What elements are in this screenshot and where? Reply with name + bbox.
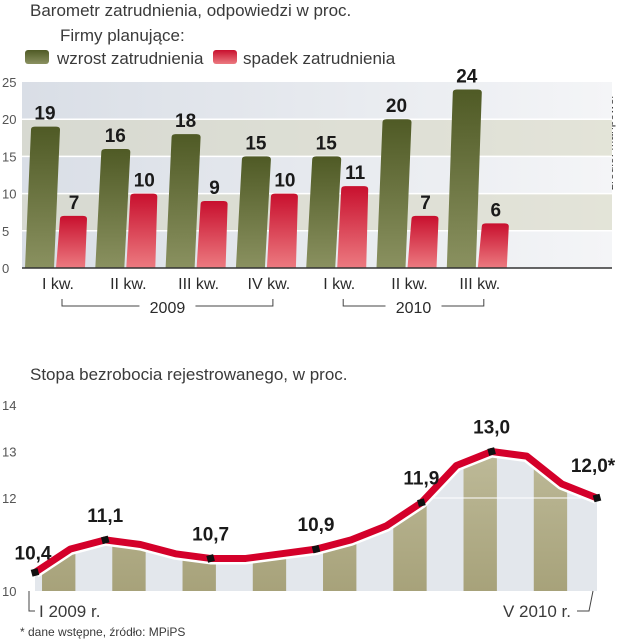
- area-stripe: [463, 451, 497, 591]
- year-bracket: [61, 299, 274, 307]
- area-stripe: [604, 380, 621, 591]
- y-tick-label: 10: [2, 187, 16, 202]
- point-marker: [592, 493, 602, 503]
- legend-label-green: wzrost zatrudnienia: [56, 49, 204, 68]
- bar-spadek: [56, 215, 87, 268]
- year-bracket: [342, 299, 485, 307]
- bar-wzrost: [95, 148, 131, 268]
- point-marker: [311, 544, 321, 554]
- bar-value-label: 20: [386, 96, 407, 117]
- x-category-label: I kw.: [323, 276, 355, 293]
- bar-spadek: [477, 223, 509, 268]
- bar-spadek: [337, 186, 369, 268]
- bar-value-label: 10: [274, 171, 295, 192]
- x-end-bracket: [577, 590, 594, 612]
- bar-value-label: 15: [316, 133, 338, 154]
- y-tick-label: 25: [2, 75, 16, 90]
- y-tick-label: 12: [2, 491, 16, 506]
- point-marker: [417, 498, 426, 507]
- bar-spadek: [126, 193, 158, 268]
- y-tick-label: 13: [2, 445, 16, 460]
- area-stripe: [323, 451, 357, 591]
- bar-value-label: 11: [345, 163, 366, 184]
- x-start-bracket: [28, 591, 35, 612]
- y-tick-label: 10: [2, 584, 16, 599]
- x-category-label: II kw.: [110, 276, 146, 293]
- bar-wzrost: [235, 156, 271, 268]
- legend-swatch-green: [25, 50, 49, 64]
- x-start-label: I 2009 r.: [39, 602, 100, 621]
- line-plot: 10 12 13 14 10,4 11,1 10,7 10,9 11,9 13,0 12,0* I 2…: [2, 380, 621, 621]
- point-value-label: 11,1: [87, 506, 123, 527]
- bar-chart-title: Barometr zatrudnienia, odpowiedzi w proc…: [30, 1, 351, 20]
- bar-plot: 0 5 10 15 20 25 19 7 I kw. 16 10 II kw. 18 9 III kw. 15…: [2, 66, 612, 317]
- x-category-label: II kw.: [391, 276, 427, 293]
- x-end-label: V 2010 r.: [503, 602, 571, 621]
- area-stripe: [112, 451, 146, 591]
- bar-value-label: 7: [420, 193, 431, 214]
- point-value-label: 10,9: [298, 515, 335, 536]
- point-value-label: 11,9: [403, 469, 439, 490]
- y-tick-label: 0: [2, 261, 9, 276]
- y-tick-label: 14: [2, 398, 16, 413]
- bar-spadek: [407, 215, 439, 268]
- x-category-label: I kw.: [42, 276, 74, 293]
- bar-spadek: [196, 201, 228, 268]
- bar-value-label: 10: [134, 171, 155, 192]
- line-chart-title: Stopa bezrobocia rejestrowanego, w proc.: [30, 365, 348, 384]
- bar-value-label: 15: [245, 133, 267, 154]
- bar-wzrost: [306, 156, 342, 268]
- x-category-label: III kw.: [459, 276, 500, 293]
- bar-value-label: 16: [105, 126, 126, 147]
- bar-wzrost: [376, 119, 412, 268]
- legend-label-red: spadek zatrudnienia: [243, 49, 396, 68]
- y-tick-label: 20: [2, 112, 16, 127]
- year-label: 2009: [150, 300, 186, 317]
- x-category-label: III kw.: [178, 276, 219, 293]
- bar-wzrost: [446, 89, 482, 268]
- point-marker: [487, 447, 496, 456]
- bar-value-label: 24: [456, 66, 478, 87]
- bar-value-label: 6: [491, 200, 502, 221]
- bar-value-label: 9: [209, 178, 220, 199]
- point-value-label: 10,4: [15, 543, 52, 564]
- point-value-label: 13,0: [473, 418, 510, 439]
- footnote: * dane wstępne, źródło: MPiPS: [20, 625, 185, 639]
- bar-wzrost: [25, 126, 60, 268]
- legend-title: Firmy planujące:: [60, 26, 185, 45]
- point-marker: [30, 568, 40, 577]
- y-tick-label: 5: [2, 224, 9, 239]
- bar-wzrost: [165, 134, 201, 268]
- y-tick-label: 15: [2, 149, 16, 164]
- legend-swatch-red: [213, 50, 237, 64]
- point-marker: [100, 535, 110, 545]
- bar-spadek: [266, 193, 298, 268]
- x-category-label: IV kw.: [248, 276, 291, 293]
- year-label: 2010: [396, 300, 432, 317]
- bar-value-label: 19: [34, 104, 55, 125]
- bar-value-label: 7: [69, 193, 80, 214]
- point-value-label: 10,7: [192, 524, 229, 545]
- point-marker: [206, 554, 215, 563]
- point-value-label: 12,0*: [571, 456, 616, 477]
- area-fill: [35, 380, 621, 591]
- bar-value-label: 18: [175, 111, 196, 132]
